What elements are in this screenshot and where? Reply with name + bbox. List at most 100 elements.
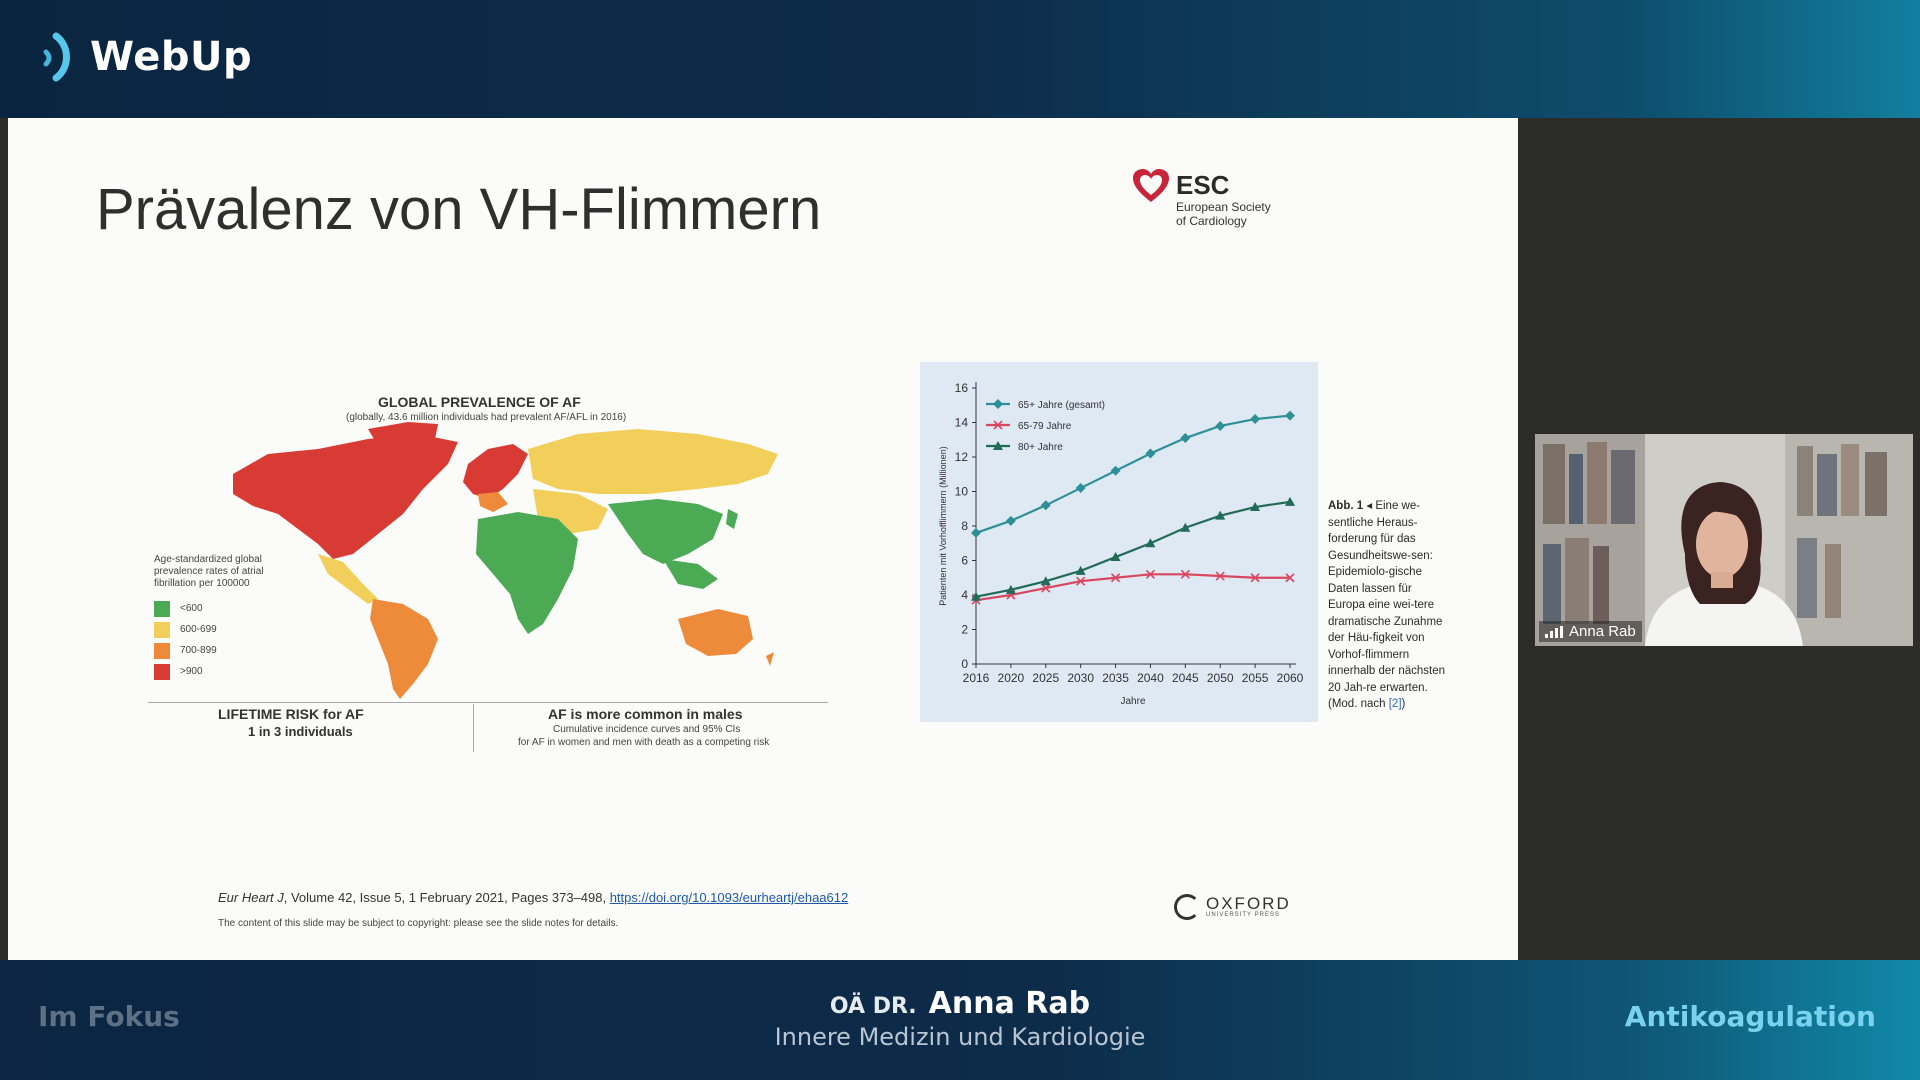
legend-swatch: [154, 600, 170, 617]
legend-swatch: [154, 621, 170, 638]
data-point: [1250, 502, 1261, 512]
esc-name-line2: of Cardiology: [1176, 214, 1247, 228]
x-tick-label: 2060: [1277, 671, 1304, 685]
y-tick-label: 12: [955, 450, 969, 464]
slide-title: Prävalenz von VH-Flimmern: [96, 177, 822, 242]
legend-label: 65+ Jahre (gesamt): [1018, 400, 1105, 411]
data-point: [1145, 448, 1156, 459]
males-note: for AF in women and men with death as a …: [518, 737, 770, 748]
esc-logo: ESC European Society of Cardiology: [1132, 166, 1292, 236]
caption-close: ): [1401, 698, 1406, 710]
males-subtitle: Cumulative incidence curves and 95% CIs: [553, 724, 741, 735]
world-map: [233, 422, 778, 699]
top-bar: WebUp: [0, 0, 1920, 118]
x-tick-label: 2016: [963, 671, 990, 685]
y-axis-label: Patienten mit Vorhofflimmern (Millionen): [938, 446, 948, 605]
data-point: [1040, 576, 1051, 586]
data-point: [1250, 414, 1261, 425]
legend-item: <600: [154, 598, 274, 619]
af-projection-chart: 0 2 4 6 8 10 12 14 16 2016 2020 2025 2030 2035 2040 204…: [920, 362, 1318, 722]
line-chart: 0 2 4 6 8 10 12 14 16 2016 2020 2025 2030 2035 2040 204…: [938, 381, 1304, 707]
x-tick-label: 2045: [1172, 671, 1199, 685]
data-point: [993, 399, 1003, 409]
video-feed: [1535, 434, 1913, 646]
participant-video[interactable]: Anna Rab: [1535, 434, 1913, 646]
figure-caption: Abb. 1 ◂ Eine we-sentliche Heraus-forder…: [1328, 498, 1448, 713]
y-tick-label: 8: [961, 519, 968, 533]
data-point: [1110, 573, 1121, 583]
speaker-title: OÄ DR.: [829, 994, 917, 1019]
data-point: [993, 420, 1003, 430]
signal-strength-icon: [1545, 625, 1563, 638]
x-tick-label: 2040: [1137, 671, 1164, 685]
participant-label: Anna Rab: [1539, 621, 1642, 642]
legend-item: 600-699: [154, 619, 274, 640]
speaker-name: Anna Rab: [928, 986, 1091, 1021]
data-point: [1285, 410, 1295, 421]
caption-arrow-icon: ◂: [1366, 500, 1373, 512]
map-legend: Age-standardized global prevalence rates…: [154, 554, 274, 682]
data-point: [1215, 420, 1226, 431]
esc-name-line1: European Society: [1176, 200, 1271, 214]
y-tick-label: 10: [955, 485, 969, 499]
data-point: [1145, 538, 1156, 548]
citation-details: , Volume 42, Issue 5, 1 February 2021, P…: [283, 890, 607, 905]
global-prevalence-figure: GLOBAL PREVALENCE OF AF (globally, 43.6 …: [138, 394, 838, 774]
data-point: [971, 591, 981, 601]
series-line: [975, 500, 1291, 598]
data-point: [1076, 576, 1086, 586]
map-subtitle: (globally, 43.6 million individuals had …: [346, 412, 627, 423]
app-name: WebUp: [90, 34, 253, 80]
participant-name: Anna Rab: [1569, 623, 1636, 640]
y-tick-label: 2: [961, 623, 968, 637]
legend-label: >900: [180, 666, 203, 677]
esc-abbreviation: ESC: [1176, 170, 1230, 200]
legend-heading: Age-standardized global prevalence rates…: [154, 554, 264, 589]
speaker-info: OÄ DR. Anna Rab Innere Medizin und Kardi…: [0, 986, 1920, 1051]
legend-label: 80+ Jahre: [1018, 442, 1063, 453]
data-point: [1005, 515, 1016, 526]
data-point: [971, 527, 981, 538]
map-title: GLOBAL PREVALENCE OF AF: [378, 394, 581, 410]
y-tick-label: 6: [961, 554, 968, 568]
legend-swatch: [154, 663, 170, 680]
speaker-role: Innere Medizin und Kardiologie: [774, 1023, 1146, 1051]
topic-label: Antikoagulation: [1624, 1000, 1876, 1033]
segment-label: Im Fokus: [38, 1000, 180, 1033]
oxford-name: OXFORD: [1206, 894, 1291, 913]
data-point: [1145, 569, 1156, 579]
legend-label: 700-899: [180, 645, 217, 656]
caption-text: Eine we-sentliche Heraus-forderung für d…: [1328, 500, 1445, 710]
legend-swatch: [154, 642, 170, 659]
series-line: [975, 573, 1290, 602]
x-tick-label: 2055: [1242, 671, 1269, 685]
data-point: [1285, 573, 1295, 583]
caption-reference: [2]: [1388, 698, 1402, 710]
legend-label: <600: [180, 603, 203, 614]
data-point: [1180, 433, 1191, 444]
data-point: [1005, 584, 1016, 594]
lifetime-risk-title: LIFETIME RISK for AF: [218, 706, 364, 722]
data-point: [1180, 569, 1190, 579]
legend-item: >900: [154, 661, 274, 682]
legend-label: 65-79 Jahre: [1018, 421, 1072, 432]
data-point: [1041, 583, 1051, 593]
data-point: [1215, 571, 1225, 581]
journal-name: Eur Heart J: [218, 890, 284, 905]
y-tick-label: 16: [955, 381, 969, 395]
legend-label: 600-699: [180, 624, 217, 635]
webup-logo-icon: [43, 32, 70, 82]
oxford-ring-icon: [1174, 894, 1200, 920]
data-point: [1075, 565, 1086, 575]
series-line: [975, 414, 1291, 534]
app-logo: WebUp: [40, 30, 252, 84]
doi-link[interactable]: https://doi.org/10.1093/eurheartj/ehaa61…: [609, 890, 849, 905]
copyright-note: The content of this slide may be subject…: [218, 918, 619, 929]
data-point: [1075, 483, 1086, 494]
oxford-logo: OXFORD UNIVERSITY PRESS: [1174, 894, 1291, 920]
data-point: [1110, 465, 1121, 476]
x-tick-label: 2025: [1032, 671, 1059, 685]
data-point: [1215, 510, 1226, 520]
citation: Eur Heart J, Volume 42, Issue 5, 1 Febru…: [218, 890, 848, 905]
x-tick-label: 2020: [998, 671, 1025, 685]
